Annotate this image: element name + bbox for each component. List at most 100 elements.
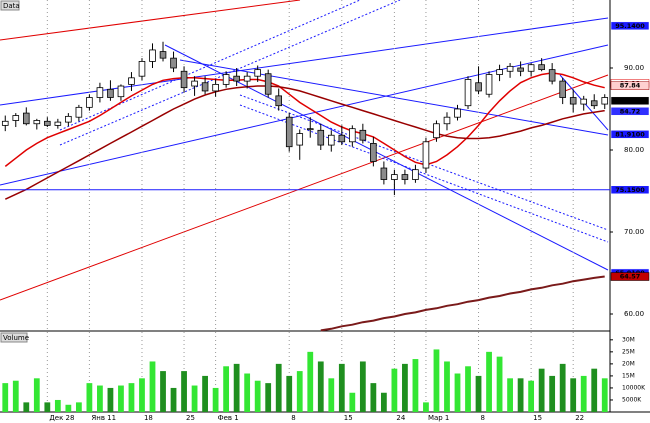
candle-body — [569, 97, 577, 105]
volume-bar — [370, 383, 377, 412]
volume-title: Volume — [3, 334, 29, 342]
volume-bar — [275, 363, 282, 412]
candle-body — [475, 82, 482, 92]
volume-bar — [307, 351, 314, 412]
candle-body — [201, 82, 209, 92]
volume-bar — [33, 378, 40, 412]
moving-average — [4, 85, 605, 200]
chart-title: Data — [3, 2, 20, 10]
y-tick-label: 80.00 — [624, 146, 644, 154]
candle-body — [54, 121, 62, 126]
candle-body — [454, 108, 461, 118]
trend-line — [0, 0, 301, 41]
y-tick-label: 25M — [622, 348, 635, 355]
x-tick-label: 24 — [396, 414, 405, 422]
candle-body — [285, 116, 293, 148]
candle-body — [33, 120, 41, 125]
price-label: 86.00 — [620, 97, 641, 105]
volume-bar — [212, 387, 219, 412]
candle-body — [422, 141, 430, 169]
candle-body — [275, 95, 282, 107]
price-label-box — [610, 96, 650, 106]
volume-bar — [317, 361, 324, 412]
candle-body — [86, 97, 93, 108]
x-tick-label: 15 — [344, 414, 353, 422]
volume-bar — [517, 378, 524, 412]
price-label-box — [610, 272, 650, 281]
candle-body — [212, 83, 219, 92]
volume-bar — [244, 373, 251, 412]
volume-bar — [65, 404, 72, 412]
volume-bar — [254, 380, 261, 412]
volume-bar — [97, 385, 103, 412]
candle-body — [191, 80, 198, 87]
price-label: 87.84 — [620, 82, 641, 90]
moving-average — [4, 72, 605, 167]
volume-bar — [496, 356, 503, 412]
volume-bar — [507, 378, 513, 412]
y-tick-label: 5000K — [622, 396, 642, 403]
candle-body — [601, 97, 609, 105]
volume-bar — [170, 387, 177, 412]
candle-body — [590, 100, 598, 107]
candle-body — [107, 88, 114, 98]
volume-bar — [149, 361, 156, 412]
candle-body — [317, 129, 325, 146]
trend-line — [239, 104, 609, 243]
candle-body — [296, 133, 304, 146]
trend-line — [164, 44, 609, 271]
candle-body — [264, 73, 272, 95]
candle-body — [496, 69, 503, 75]
candle-body — [338, 134, 346, 143]
volume-bar — [475, 375, 482, 412]
price-label-box — [610, 21, 650, 31]
candle-body — [159, 51, 167, 59]
y-tick-label: 30M — [622, 336, 635, 343]
trend-line — [0, 74, 609, 301]
volume-bar — [23, 402, 30, 412]
x-tick-label: 18 — [144, 414, 153, 422]
volume-bar — [549, 375, 556, 412]
candle-body — [391, 174, 398, 180]
y-tick-label: 20M — [622, 360, 635, 367]
price-label-box — [610, 130, 650, 139]
candle-body — [96, 87, 104, 98]
candle-body — [538, 64, 545, 71]
volume-bar — [433, 349, 440, 412]
volume-bar — [359, 361, 366, 412]
volume-bar — [86, 383, 93, 412]
volume-bar — [338, 363, 345, 412]
volume-bar — [223, 366, 230, 412]
volume-bar — [139, 378, 145, 412]
candle-body — [527, 64, 535, 72]
volume-bar — [44, 402, 51, 412]
volume-bar — [296, 371, 303, 412]
candle-body — [44, 120, 51, 126]
candle-body — [180, 70, 188, 89]
candle-body — [23, 112, 30, 125]
volume-bar — [75, 402, 82, 412]
volume-bar — [591, 368, 598, 412]
y-tick-label: 10000K — [622, 384, 646, 391]
x-tick-label: 8 — [291, 414, 295, 422]
volume-bar — [412, 359, 419, 412]
x-tick-label: 8 — [481, 414, 485, 422]
volume-bar — [286, 375, 293, 412]
title-box — [0, 0, 20, 11]
candle-body — [222, 74, 230, 85]
y-tick-label: 70.00 — [624, 228, 644, 236]
volume-bar — [328, 378, 335, 412]
volume-bar — [454, 373, 461, 412]
volume-bar — [233, 363, 240, 412]
x-tick-label: Дек 28 — [49, 414, 74, 422]
volume-bar — [528, 380, 535, 412]
candle-body — [443, 116, 451, 125]
volume-bar — [538, 368, 545, 412]
volume-bar — [601, 378, 608, 412]
candle-body — [128, 77, 135, 85]
volume-bar — [107, 387, 114, 412]
y-tick-label: 60.00 — [624, 310, 644, 318]
price-label-box — [610, 107, 650, 116]
candle-body — [412, 169, 419, 180]
